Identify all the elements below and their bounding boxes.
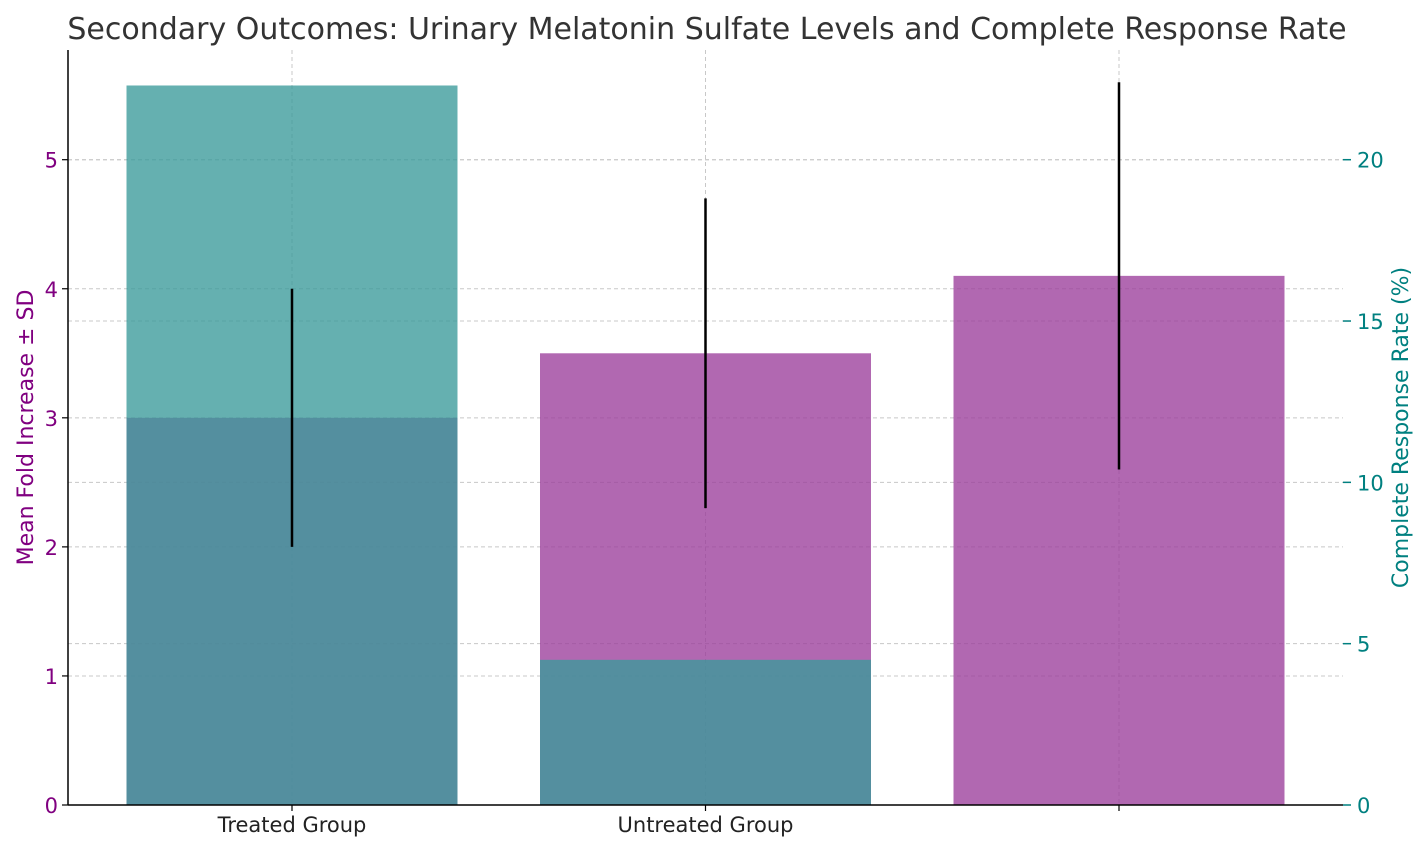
y-tick-label-left: 4 <box>45 278 58 302</box>
y-axis-label-left: Mean Fold Increase ± SD <box>14 290 39 566</box>
y-tick-label-left: 1 <box>45 665 58 689</box>
y-tick-label-right: 15 <box>1357 310 1384 334</box>
y-axis-label-right: Complete Response Rate (%) <box>1389 267 1414 588</box>
y-tick-label-left: 2 <box>45 536 58 560</box>
y-tick-label-right: 20 <box>1357 149 1384 173</box>
chart-title: Secondary Outcomes: Urinary Melatonin Su… <box>67 12 1346 47</box>
bar <box>540 659 871 805</box>
axes: 0 1 2 3 4 5 0 5 10 15 20 Treated Group Untreated Gro… <box>45 50 1384 837</box>
y-tick-label-left: 5 <box>45 149 58 173</box>
y-tick-label-right: 10 <box>1357 471 1384 495</box>
y-tick-label-left: 3 <box>45 407 58 431</box>
y-tick-label-right: 5 <box>1357 633 1370 657</box>
y-tick-label-right: 0 <box>1357 794 1370 818</box>
error-bars <box>290 82 1121 547</box>
x-tick-label: Treated Group <box>217 813 367 837</box>
y-tick-label-left: 0 <box>45 794 58 818</box>
x-tick-label: Untreated Group <box>618 813 794 837</box>
